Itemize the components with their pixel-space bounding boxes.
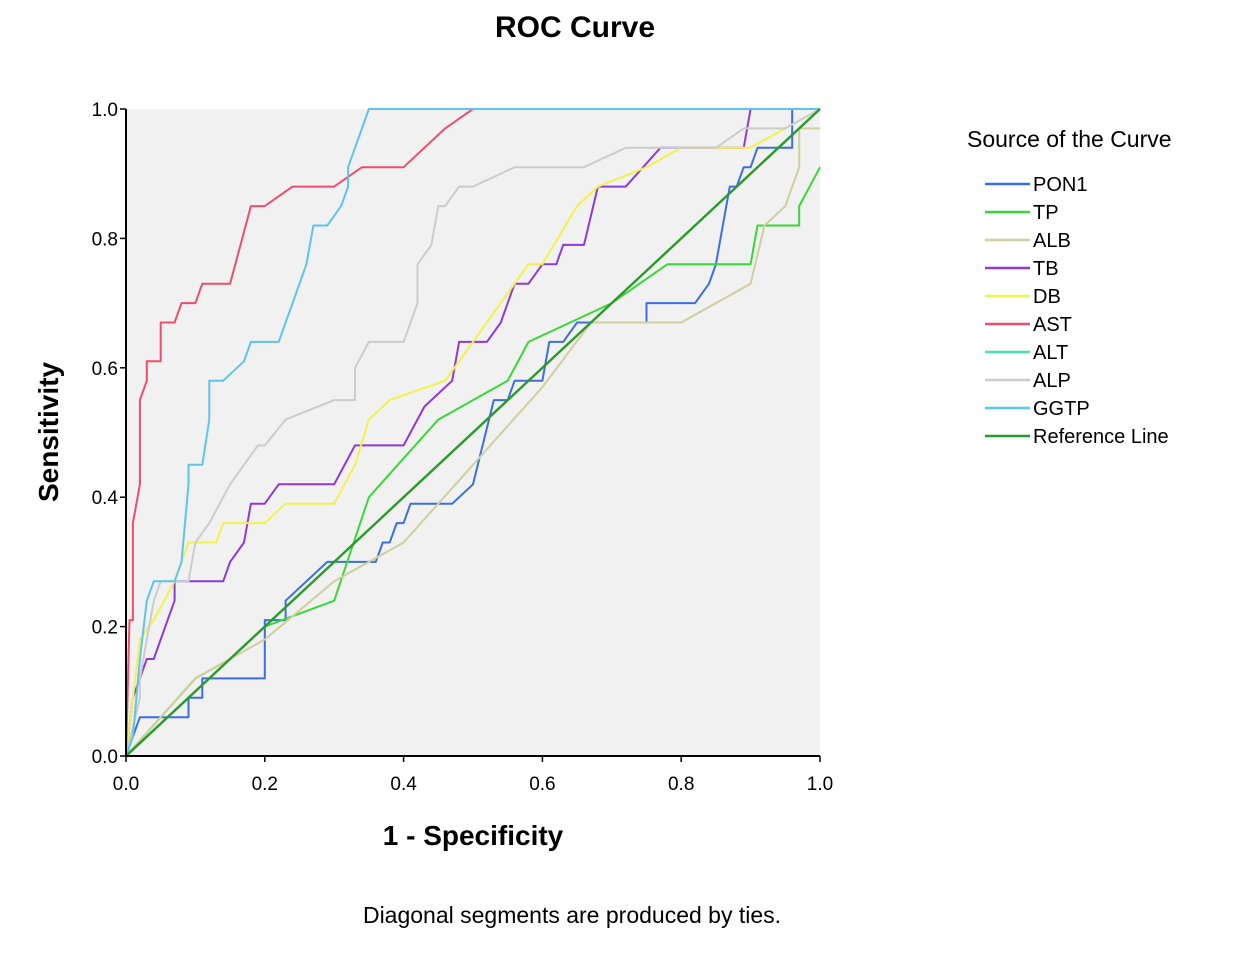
footnote: Diagonal segments are produced by ties. bbox=[363, 902, 781, 928]
series-line-db bbox=[125, 108, 821, 757]
x-tick-label: 0.4 bbox=[390, 774, 417, 795]
legend: PON1 TP ALB TB DB AST ALT ALP GGTP Reference Line bbox=[985, 174, 1169, 448]
x-axis-title: 1 - Specificity bbox=[383, 820, 564, 851]
legend-label-alt: ALT bbox=[1033, 342, 1068, 364]
series-line-alp bbox=[125, 108, 821, 757]
y-tick-label: 1.0 bbox=[92, 100, 118, 121]
legend-label-alb: ALB bbox=[1033, 230, 1071, 252]
y-tick-label: 0.8 bbox=[92, 229, 118, 250]
x-tick-label: 0.6 bbox=[529, 774, 555, 795]
legend-title: Source of the Curve bbox=[967, 126, 1172, 152]
series-line-reference-line bbox=[125, 108, 821, 757]
legend-label-tp: TP bbox=[1033, 202, 1059, 224]
axes bbox=[125, 109, 820, 757]
y-tick-label: 0.2 bbox=[92, 618, 118, 639]
y-axis-title: Sensitivity bbox=[33, 362, 64, 502]
x-tick-label: 0.0 bbox=[113, 774, 139, 795]
y-tick-label: 0.0 bbox=[92, 747, 118, 768]
series-line-ast bbox=[125, 108, 820, 757]
x-tick-label: 1.0 bbox=[807, 774, 833, 795]
legend-label-alp: ALP bbox=[1033, 370, 1071, 392]
series-line-pon1 bbox=[125, 108, 820, 757]
legend-label-db: DB bbox=[1033, 286, 1061, 308]
legend-label-ast: AST bbox=[1033, 314, 1072, 336]
chart-title: ROC Curve bbox=[495, 11, 655, 44]
x-tick-label: 0.2 bbox=[252, 774, 278, 795]
legend-label-ggtp: GGTP bbox=[1033, 398, 1090, 420]
y-tick-label: 0.4 bbox=[92, 488, 119, 509]
x-tick-label: 0.8 bbox=[668, 774, 694, 795]
series-line-tb bbox=[125, 108, 820, 757]
legend-label-tb: TB bbox=[1033, 258, 1059, 280]
ticks: 0.0 0.2 0.4 0.6 0.8 1.0 0.0 0.2 0.4 0.6 0.8 1.0 bbox=[92, 100, 834, 795]
y-tick-label: 0.6 bbox=[92, 359, 118, 380]
legend-label-reference-line: Reference Line bbox=[1033, 426, 1169, 448]
legend-label-pon1: PON1 bbox=[1033, 174, 1087, 196]
series-layer bbox=[125, 108, 821, 757]
series-line-ggtp bbox=[125, 108, 820, 757]
